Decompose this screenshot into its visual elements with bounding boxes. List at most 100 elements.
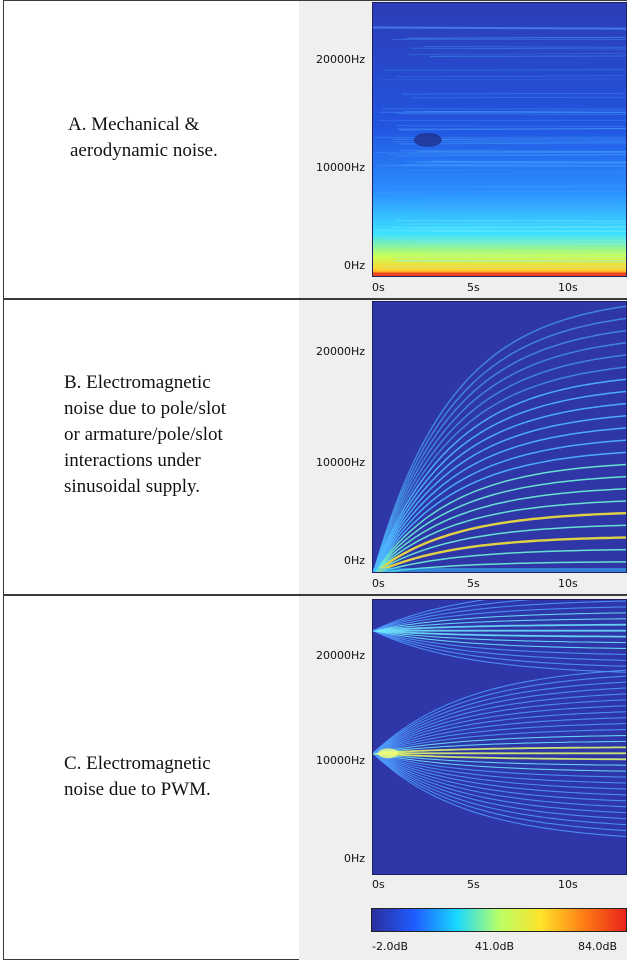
texture-line-a	[387, 208, 626, 210]
spectrogram-a-svg	[373, 3, 626, 276]
low-band-b	[373, 568, 626, 572]
sideband-line-c	[373, 675, 626, 754]
label-a: A. Mechanical & aerodynamic noise.	[68, 112, 364, 164]
texture-line-a	[402, 92, 626, 95]
sideband-line-c	[373, 681, 626, 754]
sideband-line-c	[373, 630, 626, 661]
ytick-a-20000: 20000Hz	[315, 53, 365, 66]
panel-c: 20000Hz 10000Hz 0Hz 0s 5s 10s	[299, 596, 627, 960]
texture-line-a	[403, 36, 626, 39]
harmonic-line-b	[373, 305, 626, 572]
sideband-line-c	[373, 600, 534, 632]
sideband-line-c	[373, 612, 626, 632]
separator-1	[3, 298, 627, 300]
colorbar-fill	[372, 909, 626, 931]
colorbar	[371, 908, 627, 932]
ytick-c-0: 0Hz	[343, 852, 365, 865]
low-freq-band-a	[373, 272, 626, 276]
sideband-line-c	[373, 740, 626, 754]
sideband-line-c	[373, 630, 626, 673]
texture-line-a	[425, 252, 626, 255]
carrier-hotspot-c	[378, 748, 399, 759]
sideband-line-c	[373, 623, 626, 632]
sideband-line-c	[373, 711, 626, 754]
xtick-a-10: 10s	[558, 281, 578, 294]
colorbar-tick-mid: 41.0dB	[475, 940, 515, 953]
texture-line-a	[431, 160, 626, 163]
xtick-b-0: 0s	[372, 577, 385, 590]
sideband-line-c	[373, 669, 626, 754]
texture-line-a	[376, 229, 626, 232]
ytick-c-20000: 20000Hz	[315, 649, 365, 662]
sideband-line-c	[373, 630, 626, 650]
sideband-line-c	[373, 693, 626, 754]
texture-line-a	[396, 113, 626, 115]
sideband-line-c	[373, 752, 626, 808]
harmonic-line-b	[373, 317, 626, 572]
label-a-line1: A. Mechanical &	[68, 114, 200, 135]
harmonic-line-b	[373, 329, 626, 572]
harmonic-line-b	[373, 402, 626, 572]
texture-line-a	[410, 47, 626, 50]
sideband-line-c	[373, 752, 626, 802]
xtick-b-5: 5s	[467, 577, 480, 590]
sideband-line-c	[373, 752, 626, 796]
sideband-line-c	[373, 618, 626, 632]
ytick-a-0: 0Hz	[343, 259, 365, 272]
sideband-line-c	[373, 717, 626, 754]
label-a-line2: aerodynamic noise.	[70, 140, 218, 161]
sideband-line-c	[373, 723, 626, 754]
texture-line-a	[430, 206, 626, 209]
xtick-c-10: 10s	[558, 878, 578, 891]
texture-line-a	[403, 163, 626, 166]
sideband-line-c	[373, 687, 626, 754]
bg-b	[373, 302, 626, 572]
harmonic-line-b	[373, 439, 626, 572]
texture-line-a	[394, 256, 626, 258]
harmonic-line-b	[373, 415, 626, 572]
colorbar-tick-min: -2.0dB	[372, 940, 408, 953]
texture-line-a	[407, 52, 626, 55]
xtick-a-5: 5s	[467, 281, 480, 294]
label-b-line1: B. Electromagnetic	[64, 372, 211, 393]
colorbar-gradient	[372, 909, 626, 931]
harmonic-line-b	[376, 548, 626, 572]
ytick-b-10000: 10000Hz	[315, 456, 365, 469]
harmonic-line-b	[373, 463, 626, 572]
texture-line-a	[418, 206, 626, 209]
spectrogram-b	[372, 301, 627, 573]
harmonic-line-b	[374, 500, 626, 572]
texture-line-a	[391, 225, 626, 228]
texture-line-a	[404, 223, 626, 225]
label-b-line3: or armature/pole/slot	[64, 424, 223, 445]
sideband-line-c	[373, 752, 626, 814]
texture-line-a	[382, 266, 626, 269]
sideband-line-c	[373, 752, 626, 790]
texture-line-a	[377, 165, 626, 168]
ytick-b-0: 0Hz	[343, 554, 365, 567]
ytick-c-10000: 10000Hz	[315, 754, 365, 767]
label-c-line2: noise due to PWM.	[64, 779, 211, 800]
texture-line-a	[420, 242, 626, 245]
texture-line-a	[396, 220, 626, 222]
texture-line-a	[399, 243, 626, 246]
sideband-line-c	[373, 600, 487, 632]
label-c-line1: C. Electromagnetic	[64, 753, 211, 774]
xtick-c-5: 5s	[467, 878, 480, 891]
ytick-b-20000: 20000Hz	[315, 345, 365, 358]
band-20k-a	[373, 26, 626, 30]
sideband-line-c	[373, 746, 626, 755]
sideband-line-c	[373, 630, 626, 655]
colorbar-tick-max: 84.0dB	[578, 940, 618, 953]
ytick-a-10000: 10000Hz	[315, 161, 365, 174]
texture-line-a	[402, 110, 626, 113]
harmonic-line-b	[373, 488, 626, 572]
xtick-c-0: 0s	[372, 878, 385, 891]
sideband-line-c	[373, 705, 626, 754]
texture-line-a	[406, 170, 626, 172]
xtick-a-0: 0s	[372, 281, 385, 294]
sideband-line-c	[373, 629, 626, 638]
sideband-line-c	[373, 630, 626, 644]
spectrogram-b-svg	[373, 302, 626, 572]
spectrogram-c	[372, 599, 627, 875]
